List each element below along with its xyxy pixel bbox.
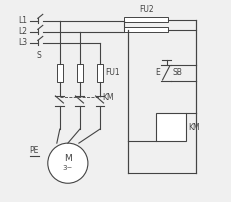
Text: E: E (155, 68, 159, 77)
Circle shape (48, 143, 88, 183)
Text: KM: KM (101, 94, 113, 102)
Bar (124, 27, 167, 32)
Text: SB: SB (171, 68, 181, 77)
Text: L3: L3 (18, 38, 28, 47)
Bar (76, 64, 82, 82)
Text: L2: L2 (19, 27, 28, 36)
Bar (57, 64, 63, 82)
Text: PE: PE (30, 146, 39, 155)
Text: M: M (64, 154, 71, 163)
Text: 3~: 3~ (62, 165, 73, 171)
Text: KM: KM (187, 123, 199, 132)
Text: S: S (36, 51, 41, 60)
Bar (124, 17, 167, 22)
Bar (155, 113, 185, 141)
Text: FU2: FU2 (138, 5, 153, 14)
Text: L1: L1 (19, 16, 28, 25)
Bar (97, 64, 103, 82)
Text: FU1: FU1 (104, 68, 119, 77)
